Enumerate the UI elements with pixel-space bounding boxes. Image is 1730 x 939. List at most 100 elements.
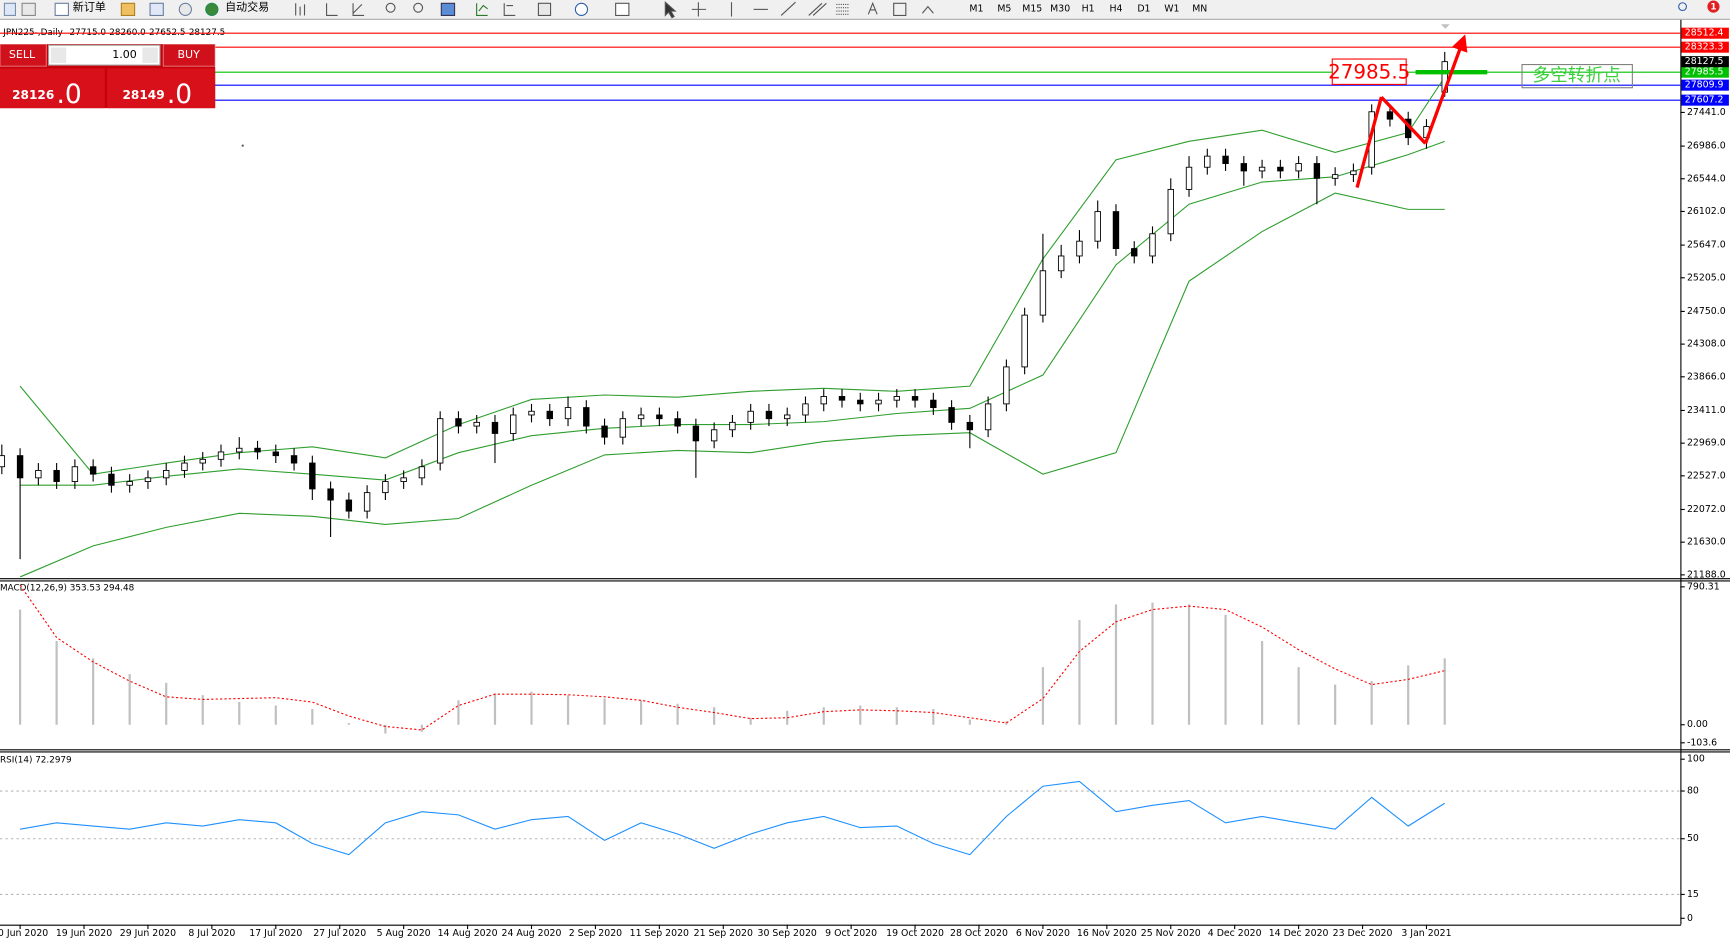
candle-body	[163, 469, 170, 479]
candle-body	[382, 481, 389, 494]
arrows-menu[interactable]	[921, 5, 934, 14]
candle-body	[893, 396, 900, 401]
search-icon[interactable]	[1678, 2, 1687, 12]
x-tick-label: 29 Jun 2020	[120, 928, 176, 939]
y-tick-label: -103.6	[1687, 737, 1717, 748]
lot-decrease[interactable]	[50, 47, 67, 63]
candle-body	[1021, 314, 1028, 368]
timeframe-button[interactable]: M15	[1022, 3, 1042, 14]
crosshair-tool[interactable]	[691, 2, 707, 17]
candle-body	[1204, 155, 1211, 168]
toolbar-icon[interactable]	[149, 2, 164, 16]
buy-button[interactable]	[162, 43, 216, 67]
zoom-out[interactable]	[413, 2, 424, 13]
ask-price: 28149.0	[122, 78, 192, 109]
tool-icon[interactable]	[295, 3, 306, 16]
candle-body	[290, 455, 298, 464]
toolbar-icon[interactable]	[120, 2, 136, 16]
trendline-tool[interactable]	[780, 1, 796, 16]
x-tick-label: 17 Jul 2020	[249, 928, 302, 939]
candle-body	[1331, 174, 1339, 179]
tool-icon[interactable]	[476, 3, 488, 16]
x-tick-label: 11 Sep 2020	[630, 928, 689, 939]
toolbar-icon[interactable]	[21, 2, 36, 16]
label-tool[interactable]	[893, 2, 907, 16]
candle-body	[930, 399, 937, 409]
candle-body	[1149, 233, 1156, 257]
fibo-tool[interactable]	[836, 3, 850, 15]
new-order-icon[interactable]	[54, 2, 69, 16]
candle-body	[510, 414, 517, 434]
candle-body	[1295, 163, 1302, 172]
lot-input[interactable]	[47, 44, 161, 66]
candle-body	[1386, 111, 1394, 120]
x-tick-label: 10 Jun 2020	[0, 928, 48, 939]
bid-cell[interactable]	[0, 68, 105, 109]
ask-cell[interactable]	[107, 68, 216, 109]
ohlc-value: 27652.5	[149, 27, 185, 37]
timeframe-button[interactable]: M5	[997, 3, 1011, 14]
toolbar-icon[interactable]	[3, 2, 16, 16]
tool-icon[interactable]	[503, 3, 516, 16]
x-tick-label: 5 Aug 2020	[377, 928, 431, 939]
level-callout-text: 27985.5	[1328, 60, 1410, 83]
tile-windows[interactable]	[440, 2, 456, 16]
y-tick-label: 25647.0	[1687, 240, 1726, 251]
y-tick-label: 22969.0	[1687, 438, 1726, 449]
new-order-button[interactable]: 新订单	[73, 0, 106, 14]
lot-increase[interactable]	[142, 47, 158, 63]
lot-value: 1.00	[112, 48, 137, 61]
candle-body	[1313, 163, 1321, 179]
candle-body	[1094, 211, 1101, 242]
tool-icon[interactable]	[352, 3, 365, 16]
alerts-badge[interactable]	[1707, 0, 1720, 13]
toolbar-icon[interactable]	[178, 2, 192, 16]
macd-panel: MACD(12,26,9) 353.53 294.48	[0, 584, 1446, 734]
timeframe-button[interactable]: W1	[1164, 3, 1179, 14]
sell-button[interactable]	[0, 43, 47, 67]
x-tick-label: 8 Jul 2020	[188, 928, 235, 939]
cursor-tool[interactable]	[664, 0, 677, 19]
text-tool[interactable]	[867, 1, 878, 15]
candle-body	[911, 396, 919, 401]
periods-menu[interactable]	[574, 2, 589, 16]
timeframe-button[interactable]: H4	[1110, 3, 1123, 14]
ohlc-values: 27715.0 28260.0 27652.5 28127.5	[70, 27, 226, 37]
arrow-line	[1380, 95, 1427, 145]
plot-area	[18, 584, 1446, 734]
y-tick-label: 15	[1687, 889, 1699, 900]
templates-menu[interactable]	[615, 2, 630, 16]
timeframe-button[interactable]: H1	[1082, 3, 1095, 14]
candle-body	[254, 447, 261, 453]
candle-body	[309, 462, 316, 490]
candle-body	[436, 418, 444, 464]
ohlc-value: 28127.5	[189, 27, 225, 37]
candle-body	[144, 477, 152, 482]
x-tick-label: 30 Sep 2020	[758, 928, 817, 939]
price-level-label: 27985.5	[1685, 67, 1724, 78]
candle-body	[546, 410, 553, 420]
timeframe-button[interactable]: MN	[1192, 3, 1207, 14]
y-tick-label: 21188.0	[1687, 569, 1726, 580]
zoom-in[interactable]	[385, 2, 396, 13]
candle-body	[601, 425, 608, 438]
auto-trading-button[interactable]: 自动交易	[225, 0, 269, 14]
timeframe-button[interactable]: M1	[969, 3, 983, 14]
y-tick-label: 22527.0	[1687, 470, 1726, 481]
arrow-line	[1355, 96, 1383, 189]
tool-icon[interactable]	[326, 3, 338, 16]
candle-body	[802, 403, 809, 416]
timeframe-button[interactable]: D1	[1137, 3, 1150, 14]
channel-tool[interactable]	[808, 2, 827, 16]
ohlc-value: 27715.0	[70, 27, 107, 37]
candle-body	[1350, 170, 1357, 176]
auto-trading-icon[interactable]	[205, 2, 219, 16]
indicators-menu[interactable]	[537, 2, 552, 16]
timeframe-button[interactable]: M30	[1050, 3, 1070, 14]
y-tick-label: 26102.0	[1687, 206, 1726, 217]
x-tick-label: 14 Aug 2020	[438, 928, 498, 939]
candle-body	[217, 451, 225, 460]
price-level-tag	[1681, 94, 1729, 106]
